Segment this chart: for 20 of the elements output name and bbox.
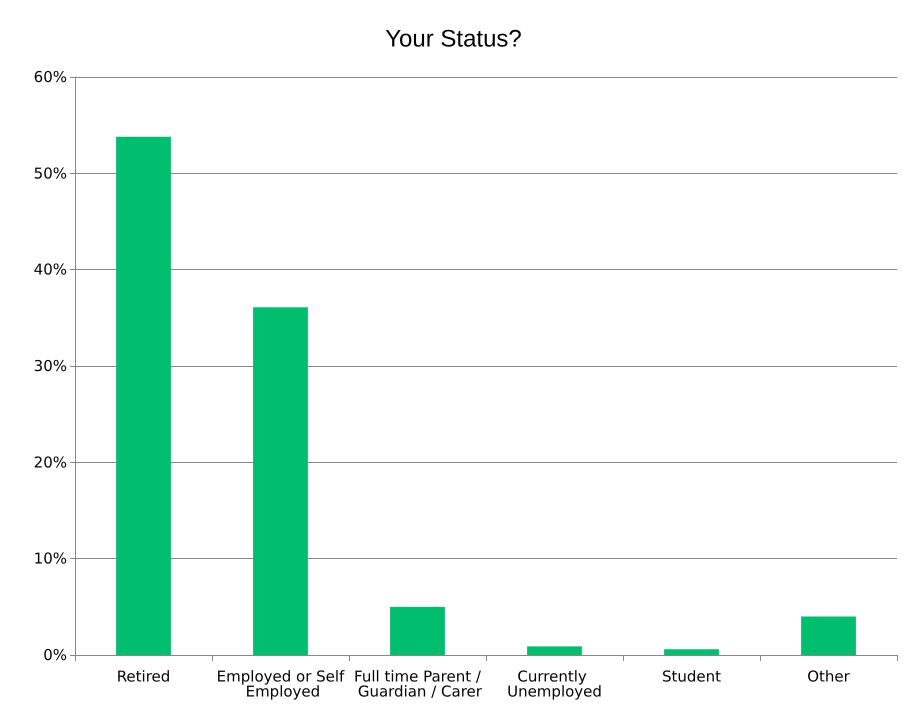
y-tick-label: 50%: [34, 164, 67, 182]
chart-title: Your Status?: [385, 26, 522, 52]
x-tick-label: Retired: [116, 668, 170, 686]
y-tick-label: 60%: [34, 68, 67, 86]
bar: [664, 649, 719, 655]
y-tick-label: 20%: [34, 453, 67, 472]
x-tick-label: Employed or Self Employed: [216, 668, 346, 700]
y-tick-label: 30%: [34, 357, 67, 375]
bar: [116, 136, 171, 655]
bar: [801, 616, 856, 655]
x-tick-label: Currently Unemployed: [507, 668, 602, 700]
bar: [253, 307, 308, 655]
x-tick-label: Student: [662, 668, 722, 686]
x-tick-label: Full time Parent / Guardian / Carer: [353, 668, 483, 700]
y-tick-label: 10%: [34, 550, 67, 568]
x-tick-label: Other: [807, 668, 851, 686]
bar: [390, 606, 445, 655]
y-tick-label: 40%: [34, 260, 67, 279]
bar: [527, 646, 582, 655]
y-tick-label: 0%: [43, 646, 67, 664]
